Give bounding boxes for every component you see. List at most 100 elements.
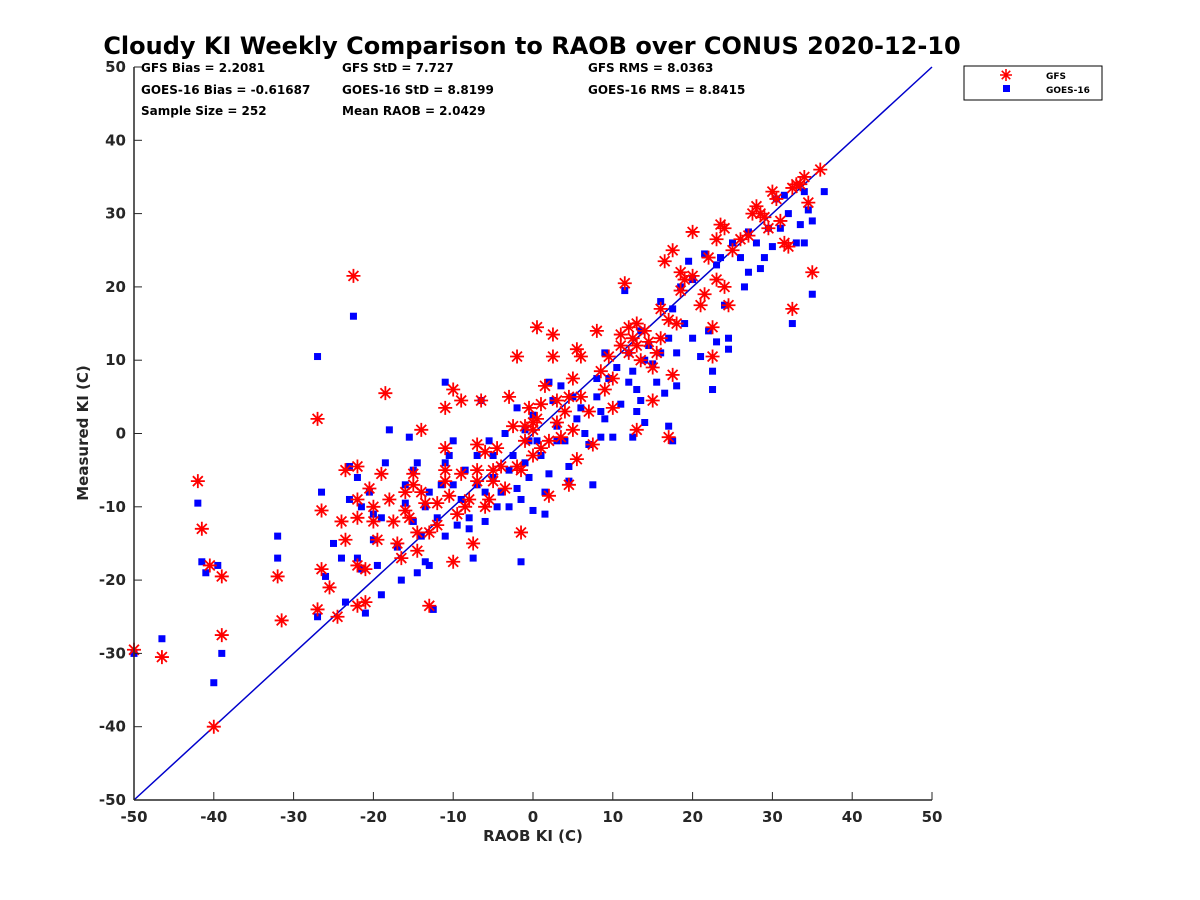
goes16-point — [453, 521, 461, 529]
gfs-point — [414, 485, 429, 500]
stat-gfs-bias: GFS Bias = 2.2081 — [141, 61, 265, 75]
goes16-point — [369, 510, 377, 518]
gfs-point — [522, 400, 537, 415]
y-tick-label: 30 — [105, 205, 126, 223]
goes16-point — [441, 532, 449, 540]
goes16-point — [593, 393, 601, 401]
gfs-point — [709, 272, 724, 287]
goes16-point — [808, 290, 816, 298]
gfs-point — [637, 323, 652, 338]
gfs-point — [529, 411, 544, 426]
goes16-point — [214, 561, 222, 569]
y-tick-label: -10 — [99, 498, 126, 516]
gfs-point — [450, 507, 465, 522]
goes16-point — [341, 598, 349, 606]
gfs-point — [545, 349, 560, 364]
goes16-point — [385, 426, 393, 434]
gfs-point — [633, 353, 648, 368]
gfs-point — [518, 433, 533, 448]
goes16-point — [800, 188, 808, 196]
gfs-point — [334, 514, 349, 529]
goes16-point — [314, 353, 322, 361]
gfs-point — [406, 477, 421, 492]
goes16-point — [465, 525, 473, 533]
gfs-point — [565, 422, 580, 437]
y-axis-label: Measured KI (C) — [74, 365, 92, 501]
goes16-point — [521, 459, 529, 467]
gfs-point — [506, 419, 521, 434]
gfs-point — [350, 598, 365, 613]
goes16-point — [413, 569, 421, 577]
goes16-point — [617, 400, 625, 408]
gfs-point — [617, 276, 632, 291]
legend-gfs-marker — [1000, 69, 1012, 81]
gfs-point — [641, 334, 656, 349]
x-tick-label: -50 — [120, 808, 147, 826]
x-tick-label: 10 — [602, 808, 623, 826]
goes16-point — [481, 488, 489, 496]
goes16-point — [481, 517, 489, 525]
gfs-point — [370, 532, 385, 547]
goes16-point — [330, 539, 337, 547]
goes16-point — [641, 419, 649, 427]
goes16-point — [713, 261, 721, 269]
goes16-point — [377, 591, 385, 599]
legend-gfs-asterisk — [1000, 69, 1012, 81]
goes16-point — [381, 459, 389, 467]
gfs-point — [597, 382, 612, 397]
gfs-point — [661, 312, 676, 327]
goes16-point — [717, 254, 725, 262]
goes16-point — [629, 367, 637, 375]
goes16-point — [760, 254, 768, 262]
goes16-point — [274, 532, 282, 540]
gfs-point — [645, 360, 660, 375]
gfs-point — [529, 320, 544, 335]
goes16-point — [792, 239, 800, 247]
gfs-point — [581, 404, 596, 419]
x-tick-label: 30 — [762, 808, 783, 826]
goes16-point — [537, 451, 545, 459]
goes16-point — [756, 265, 764, 273]
x-tick-label: -30 — [280, 808, 307, 826]
gfs-point — [573, 349, 588, 364]
gfs-point — [541, 488, 556, 503]
gfs-point — [781, 239, 796, 254]
goes16-point — [425, 488, 433, 496]
gfs-point — [605, 400, 620, 415]
stat-mean-raob: Mean RAOB = 2.0429 — [342, 104, 486, 118]
gfs-point — [705, 349, 720, 364]
stats-block: GFS Bias = 2.2081 GFS StD = 7.727 GFS RM… — [141, 61, 745, 118]
goes16-point — [665, 422, 673, 430]
gfs-point — [621, 320, 636, 335]
goes16-point — [529, 506, 537, 514]
gfs-point — [362, 481, 377, 496]
goes16-point — [513, 404, 521, 412]
goes16-point — [401, 481, 409, 489]
gfs-point — [446, 382, 461, 397]
gfs-point — [593, 364, 608, 379]
goes16-point — [784, 210, 792, 218]
goes16-point — [210, 679, 218, 687]
goes16-point — [449, 481, 457, 489]
tick-labels: -50 -40 -30 -20 -10 0 10 20 30 40 50 -50 -40 -30 -20 -1… — [99, 58, 943, 826]
gfs-point — [514, 463, 529, 478]
chart-title: Cloudy KI Weekly Comparison to RAOB over… — [103, 32, 960, 60]
goes16-point — [202, 569, 210, 577]
gfs-point — [526, 448, 540, 463]
gfs-point — [394, 551, 409, 566]
gfs-point — [665, 367, 680, 382]
goes16-point — [509, 451, 517, 459]
goes16-point — [517, 495, 525, 503]
goes16-point — [373, 561, 381, 569]
gfs-point — [745, 206, 760, 221]
gfs-point — [749, 199, 764, 214]
goes16-point — [725, 345, 733, 353]
gfs-point — [498, 481, 513, 496]
gfs-point — [390, 536, 405, 551]
gfs-point — [761, 221, 776, 236]
goes16-point — [274, 554, 282, 562]
goes16-point — [545, 470, 553, 478]
goes16-point — [493, 503, 501, 511]
goes16-point — [218, 649, 226, 657]
goes16-point — [473, 451, 481, 459]
